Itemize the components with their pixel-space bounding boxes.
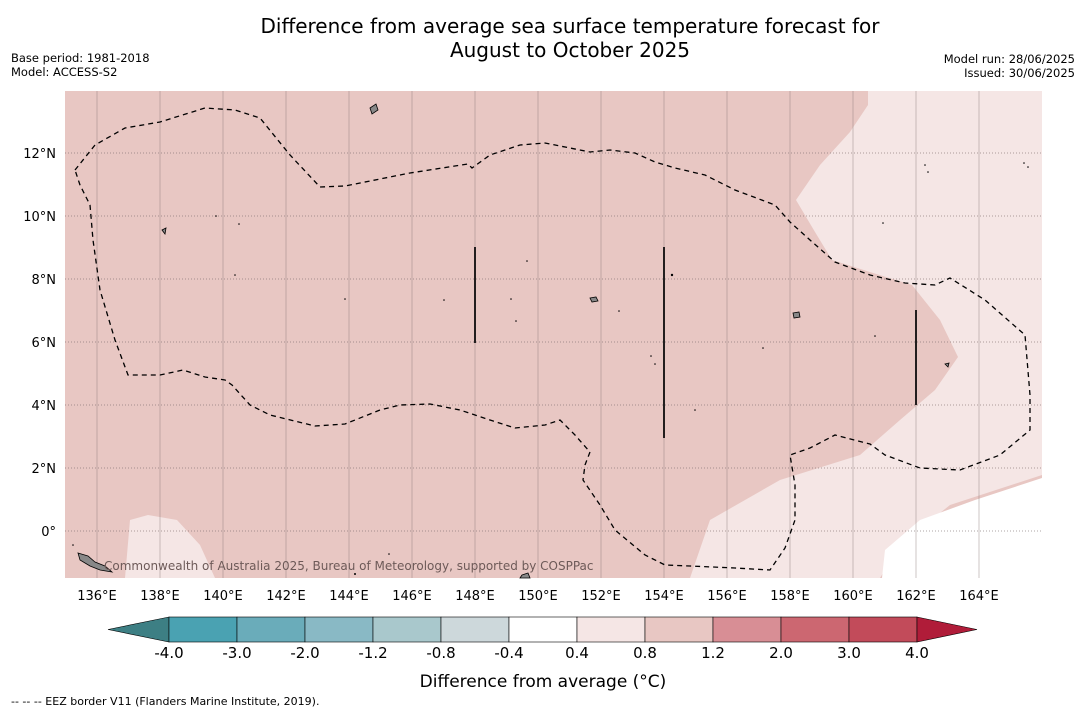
island-guam <box>369 103 379 115</box>
islands <box>77 103 950 579</box>
eez-footnote: -- -- -- EEZ border V11 (Flanders Marine… <box>11 695 320 708</box>
colorbar-segment <box>848 616 918 643</box>
colorbar-tick-label: -2.0 <box>290 644 319 662</box>
atolls <box>72 162 1029 575</box>
colorbar-segment <box>576 616 646 643</box>
colorbar-segment <box>372 616 442 643</box>
colorbar-segment <box>304 616 374 643</box>
lon-label: 164°E <box>959 589 999 604</box>
latitude-labels: 12°N 10°N 8°N 6°N 4°N 2°N 0° <box>23 147 56 540</box>
chart-title: Difference from average sea surface temp… <box>170 14 970 62</box>
copyright-notice: Commonwealth of Australia 2025, Bureau o… <box>104 559 594 573</box>
island-small-north <box>519 572 531 579</box>
colorbar-tick-label: 4.0 <box>905 644 929 662</box>
colorbar-segment <box>168 616 238 643</box>
colorbar-extend-low <box>107 616 170 643</box>
lon-label: 162°E <box>896 589 936 604</box>
colorbar-tick-label: -3.0 <box>222 644 251 662</box>
colorbar-segment <box>644 616 714 643</box>
model-name: Model: ACCESS-S2 <box>11 65 118 79</box>
map-area: Commonwealth of Australia 2025, Bureau o… <box>65 91 1042 579</box>
model-run: Model run: 28/06/2025 <box>943 52 1075 66</box>
lon-label: 144°E <box>329 589 369 604</box>
colorbar-tick-label: -0.8 <box>426 644 455 662</box>
colorbar-segment <box>780 616 850 643</box>
lon-label: 148°E <box>455 589 495 604</box>
issued-date: Issued: 30/06/2025 <box>964 66 1075 80</box>
lon-label: 160°E <box>833 589 873 604</box>
colorbar-segment <box>440 616 510 643</box>
title-line-1: Difference from average sea surface temp… <box>260 14 880 38</box>
longitude-labels: 136°E 138°E 140°E 142°E 144°E 146°E 148°… <box>77 589 999 604</box>
colorbar-segment <box>712 616 782 643</box>
lon-label: 152°E <box>581 589 621 604</box>
colorbar-tick-label: 2.0 <box>769 644 793 662</box>
colorbar-tick-label: -1.2 <box>358 644 387 662</box>
lon-label: 140°E <box>203 589 243 604</box>
eez-border-palau-fsm <box>74 107 1031 571</box>
lat-label: 10°N <box>23 210 56 225</box>
lon-label: 138°E <box>140 589 180 604</box>
colorbar-tick-label: 0.4 <box>565 644 589 662</box>
meta-right: Model run: 28/06/2025 Issued: 30/06/2025 <box>944 52 1075 80</box>
island-kosrae <box>944 362 950 368</box>
lon-label: 154°E <box>644 589 684 604</box>
island-pohnpei <box>792 311 801 319</box>
lon-label: 136°E <box>77 589 117 604</box>
anomaly-fill-0.4-0.8-east <box>690 91 1042 578</box>
colorbar-tick-label: 1.2 <box>701 644 725 662</box>
colorbar-segment <box>508 616 578 643</box>
lon-label: 156°E <box>707 589 747 604</box>
colorbar-extend-high <box>916 616 978 643</box>
island-yap <box>161 227 167 235</box>
anomaly-fill-0.4-0.8-southwest <box>125 515 215 578</box>
anomaly-fill-near-average <box>882 478 1042 578</box>
lon-label: 158°E <box>770 589 810 604</box>
colorbar-tick-label: 3.0 <box>837 644 861 662</box>
parallel-lines <box>65 152 1042 532</box>
boundary-lines <box>474 247 917 438</box>
lat-label: 12°N <box>23 147 56 162</box>
colorbar-tick-label: -0.4 <box>494 644 523 662</box>
lat-label: 8°N <box>32 273 57 288</box>
lon-label: 150°E <box>518 589 558 604</box>
lat-label: 6°N <box>32 336 57 351</box>
island-chuuk <box>589 296 599 303</box>
lat-label: 0° <box>41 525 56 540</box>
eez-borders <box>74 107 1031 571</box>
meta-left: Base period: 1981-2018 Model: ACCESS-S2 <box>11 51 150 79</box>
island-new-guinea-west <box>77 552 114 573</box>
base-period: Base period: 1981-2018 <box>11 51 150 65</box>
colorbar-segment <box>236 616 306 643</box>
lon-label: 142°E <box>266 589 306 604</box>
colorbar-tick-label: 0.8 <box>633 644 657 662</box>
lat-label: 4°N <box>32 399 57 414</box>
meridian-lines <box>96 91 980 578</box>
title-line-2: August to October 2025 <box>449 38 691 62</box>
colorbar-tick-label: -4.0 <box>154 644 183 662</box>
colorbar-title: Difference from average (°C) <box>420 672 667 692</box>
colorbar: -4.0 -3.0 -2.0 -1.2 -0.8 -0.4 0.4 0.8 1.2 2.0 3.0 4… <box>107 616 978 662</box>
lon-label: 146°E <box>392 589 432 604</box>
lat-label: 2°N <box>32 462 57 477</box>
